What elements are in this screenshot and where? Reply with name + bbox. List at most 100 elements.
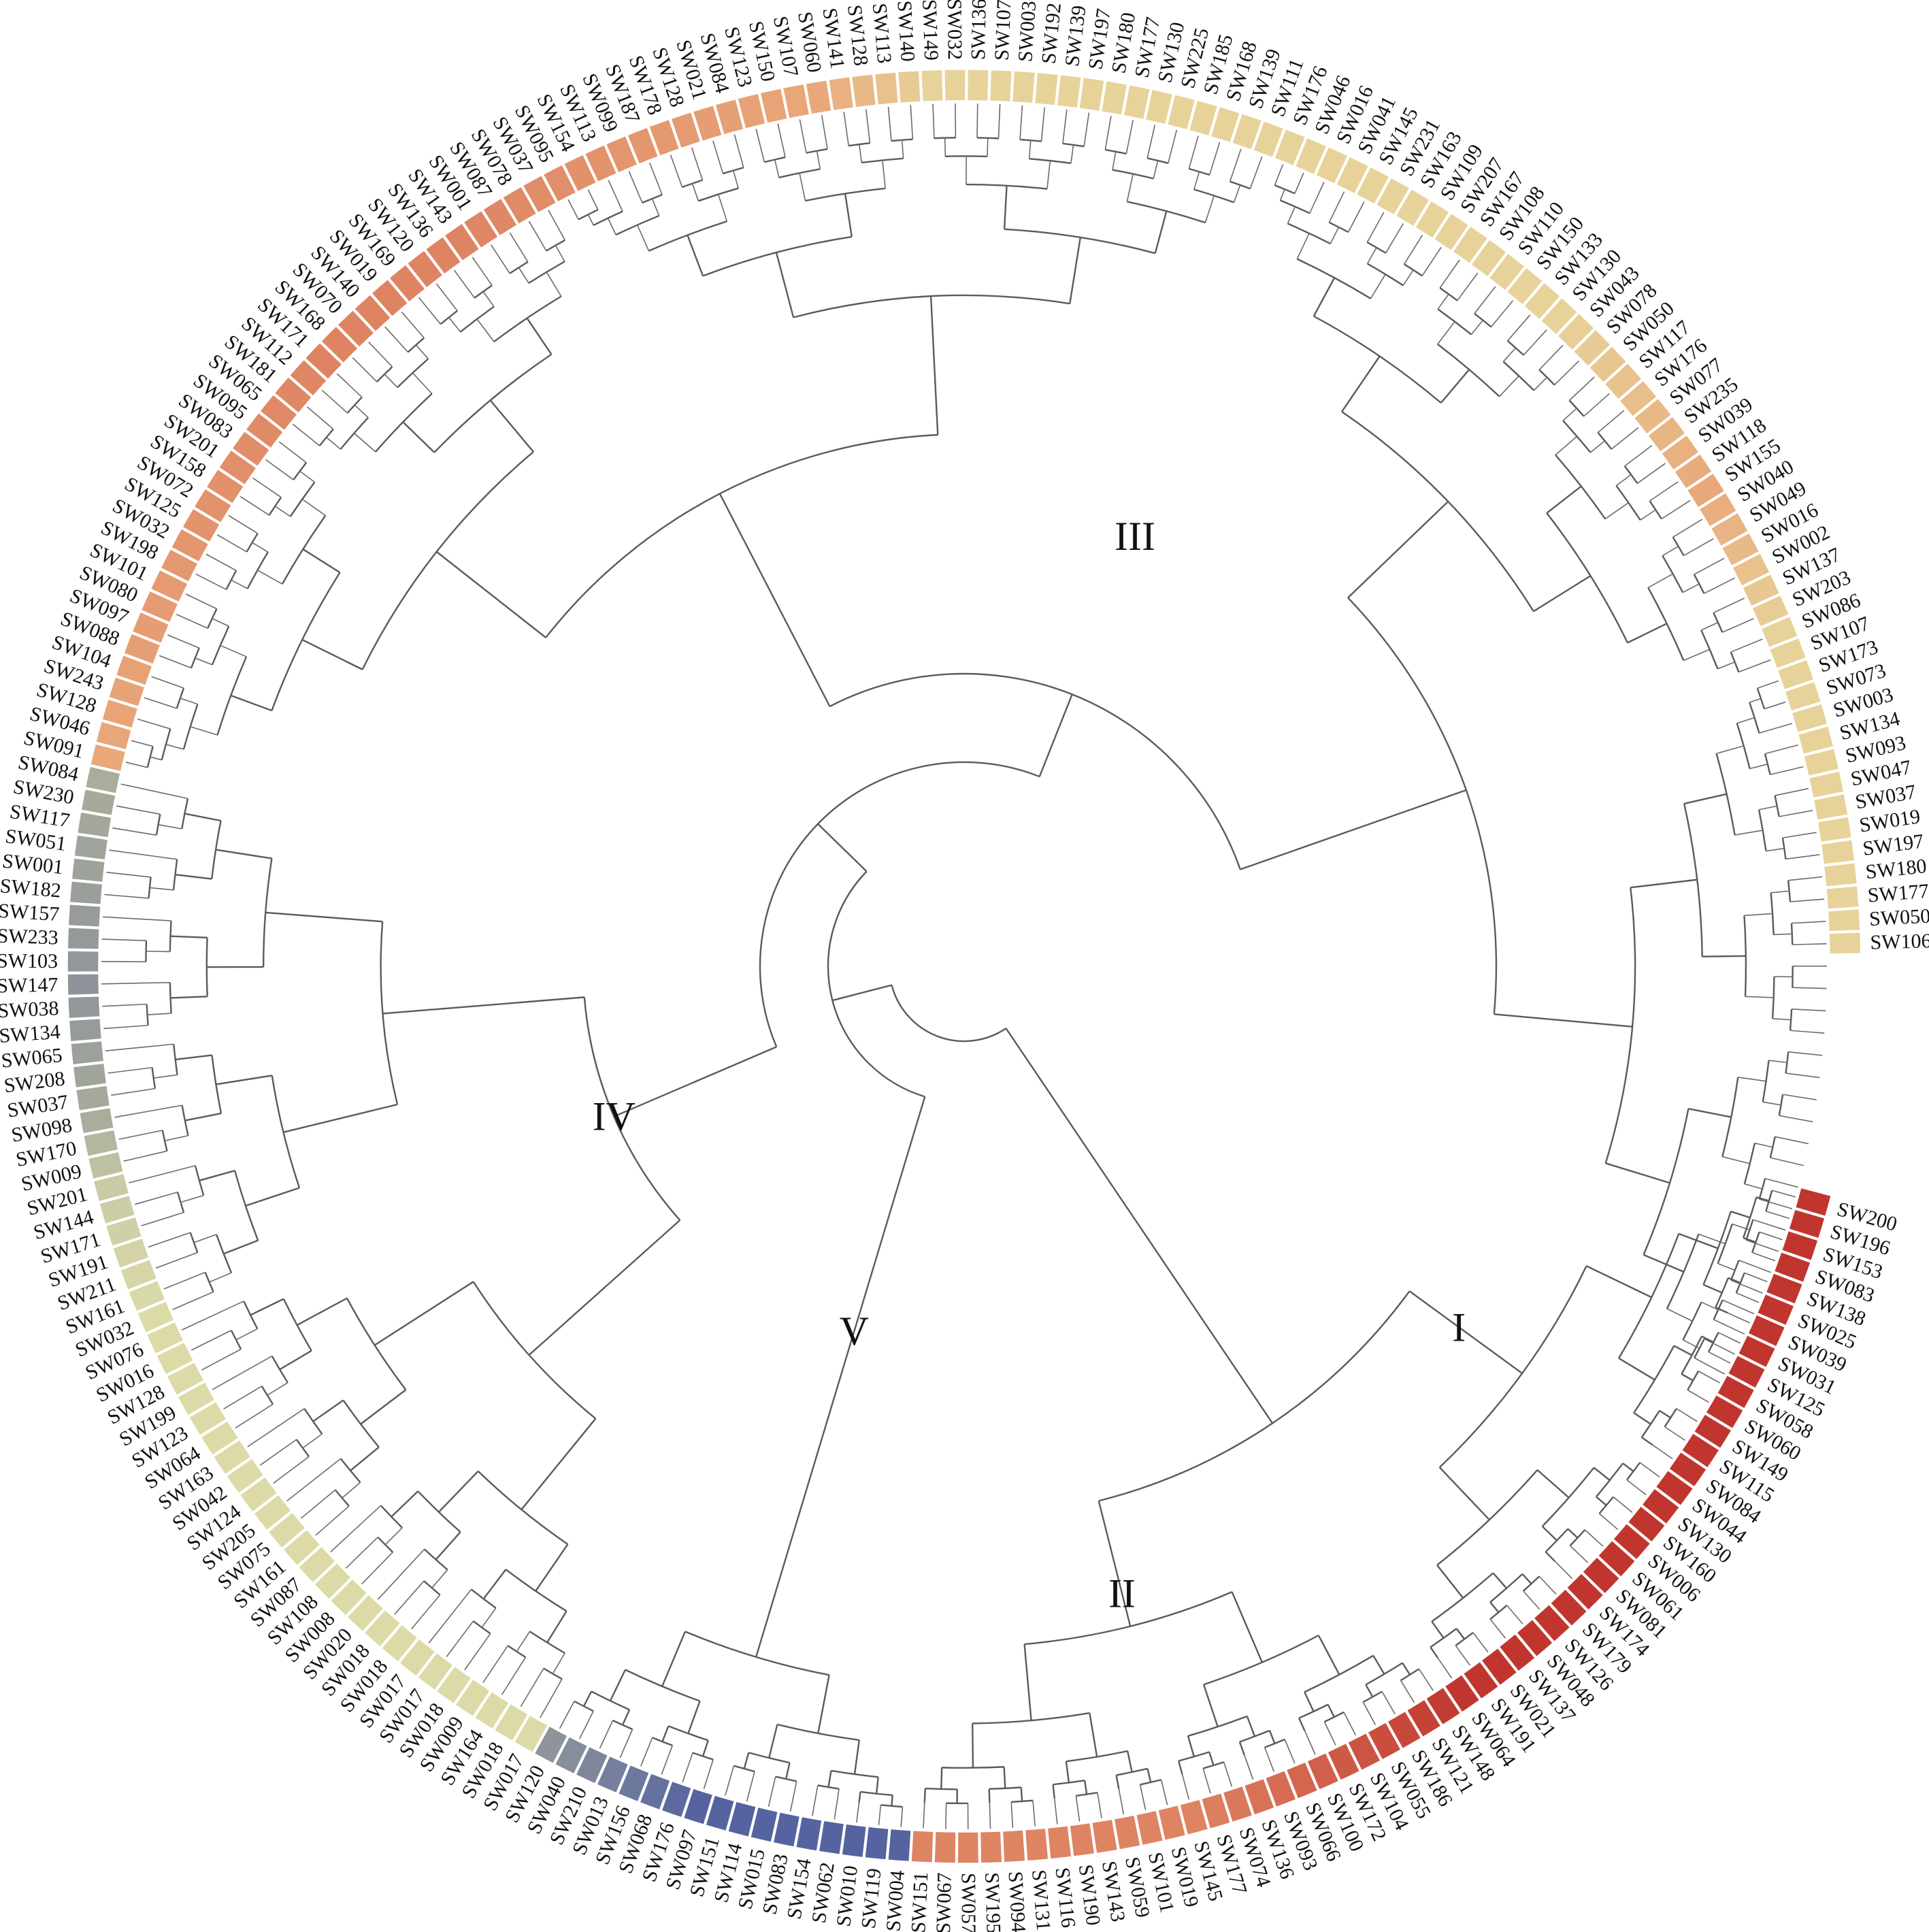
dendrogram-branch: [509, 232, 529, 263]
dendrogram-branch: [832, 984, 892, 1002]
dendrogram-arc: [397, 358, 429, 389]
dendrogram-branch: [137, 718, 159, 726]
cluster-color-tile: [851, 73, 877, 108]
cluster-color-tile: [1686, 472, 1726, 508]
cluster-color-tile: [406, 249, 444, 289]
dendrogram-arc: [1781, 837, 1787, 859]
dendrogram-branch: [1624, 444, 1653, 467]
cluster-color-tile: [155, 1341, 195, 1376]
dendrogram-branch: [1639, 1462, 1660, 1478]
dendrogram-branch: [1523, 1590, 1540, 1610]
dendrogram-branch: [116, 805, 161, 815]
dendrogram-branch: [1436, 1565, 1464, 1599]
dendrogram-branch: [402, 421, 435, 453]
dendrogram-branch: [1229, 148, 1242, 182]
dendrogram-arc: [1522, 1575, 1540, 1592]
dendrogram-branch: [887, 106, 892, 142]
dendrogram-branch: [1187, 1735, 1195, 1757]
dendrogram-arc: [173, 1044, 178, 1075]
dendrogram-branch: [1489, 1618, 1506, 1639]
dendrogram-branch: [599, 1720, 614, 1749]
dendrogram-branch: [147, 1013, 171, 1015]
cluster-color-tile: [165, 1361, 205, 1396]
cluster-color-tile: [1802, 747, 1840, 777]
dendrogram-branch: [368, 341, 393, 367]
dendrogram-branch: [1764, 1177, 1798, 1188]
tip-label: SW001: [1, 850, 65, 879]
dendrogram-arc: [764, 156, 786, 163]
cluster-color-tile: [1668, 1451, 1708, 1488]
dendrogram-branch: [1545, 1551, 1556, 1562]
cluster-color-tile: [93, 1173, 130, 1202]
dendrogram-branch: [1181, 1774, 1190, 1800]
dendrogram-branch: [1717, 1332, 1741, 1344]
dendrogram-branch: [1052, 1784, 1055, 1799]
dendrogram-branch: [1046, 161, 1051, 189]
cluster-color-tile: [1506, 267, 1544, 306]
dendrogram-branch: [1702, 955, 1746, 957]
cluster-color-tile: [313, 1562, 352, 1601]
dendrogram-branch: [1775, 1136, 1809, 1145]
dendrogram-branch: [546, 1610, 567, 1643]
dendrogram-arc: [1436, 1469, 1538, 1566]
dendrogram-branch: [171, 1165, 196, 1173]
dendrogram-arc: [1649, 500, 1662, 520]
dendrogram-branch: [1779, 1115, 1813, 1123]
dendrogram-branch: [330, 1521, 364, 1553]
dendrogram-branch: [1154, 210, 1168, 254]
dendrogram-branch: [411, 1594, 441, 1630]
dendrogram-branch: [250, 1298, 284, 1316]
dendrogram-branch: [1023, 1643, 1032, 1721]
cluster-color-tile: [1619, 379, 1658, 418]
dendrogram-branch: [1470, 319, 1483, 335]
dendrogram-branch: [321, 1458, 342, 1474]
dendrogram-branch: [1005, 1028, 1274, 1424]
dendrogram-arc: [1713, 1299, 1724, 1320]
dendrogram-branch: [176, 613, 208, 629]
dendrogram-branch: [1296, 233, 1310, 259]
cluster-color-tile: [1144, 88, 1174, 125]
dendrogram-arc: [1140, 1779, 1161, 1786]
tip-label: SW103: [0, 950, 58, 972]
dendrogram-branch: [1562, 408, 1577, 421]
dendrogram-branch: [834, 1788, 840, 1820]
dendrogram-branch: [1028, 140, 1032, 159]
dendrogram-branch: [1682, 583, 1700, 593]
dendrogram-branch: [252, 477, 282, 498]
dendrogram-branch: [1455, 1645, 1471, 1666]
cluster-color-tile: [727, 1801, 757, 1838]
dendrogram-branch: [1758, 805, 1777, 811]
cluster-color-tile: [1820, 838, 1856, 866]
cluster-color-tile: [1788, 1209, 1826, 1239]
cluster-color-tile: [1425, 1686, 1462, 1726]
dendrogram-branch: [1314, 182, 1325, 203]
dendrogram-arc: [340, 416, 369, 450]
cluster-color-tile: [501, 186, 538, 225]
dendrogram-arc: [574, 1700, 594, 1712]
dendrogram-branch: [1659, 1409, 1671, 1419]
dendrogram-arc: [1489, 1605, 1508, 1620]
cluster-color-tile: [329, 1577, 368, 1617]
tip-label: SW067: [932, 1872, 956, 1932]
dendrogram-arc: [1430, 1628, 1457, 1648]
tip-label: SW003: [1014, 0, 1040, 63]
dendrogram-branch: [1546, 485, 1582, 514]
dendrogram-branch: [1687, 1389, 1709, 1403]
tip-label: SW177: [1867, 880, 1929, 907]
dendrogram-branch: [350, 1446, 380, 1471]
dendrogram-branch: [180, 1194, 204, 1203]
dendrogram-branch: [1372, 1655, 1385, 1675]
dendrogram-branch: [746, 1771, 755, 1802]
tip-label: SW094: [1004, 1871, 1030, 1932]
dendrogram-arc: [1618, 1233, 1680, 1359]
cluster-color-tile: [1481, 1647, 1518, 1686]
cluster-color-tile: [910, 1829, 934, 1863]
dendrogram-branch: [252, 542, 269, 553]
dendrogram-branch: [164, 793, 188, 800]
cluster-color-tile: [1808, 770, 1845, 799]
cluster-color-tile: [1488, 252, 1526, 292]
dendrogram-branch: [1062, 109, 1068, 144]
dendrogram-branch: [1766, 847, 1785, 852]
